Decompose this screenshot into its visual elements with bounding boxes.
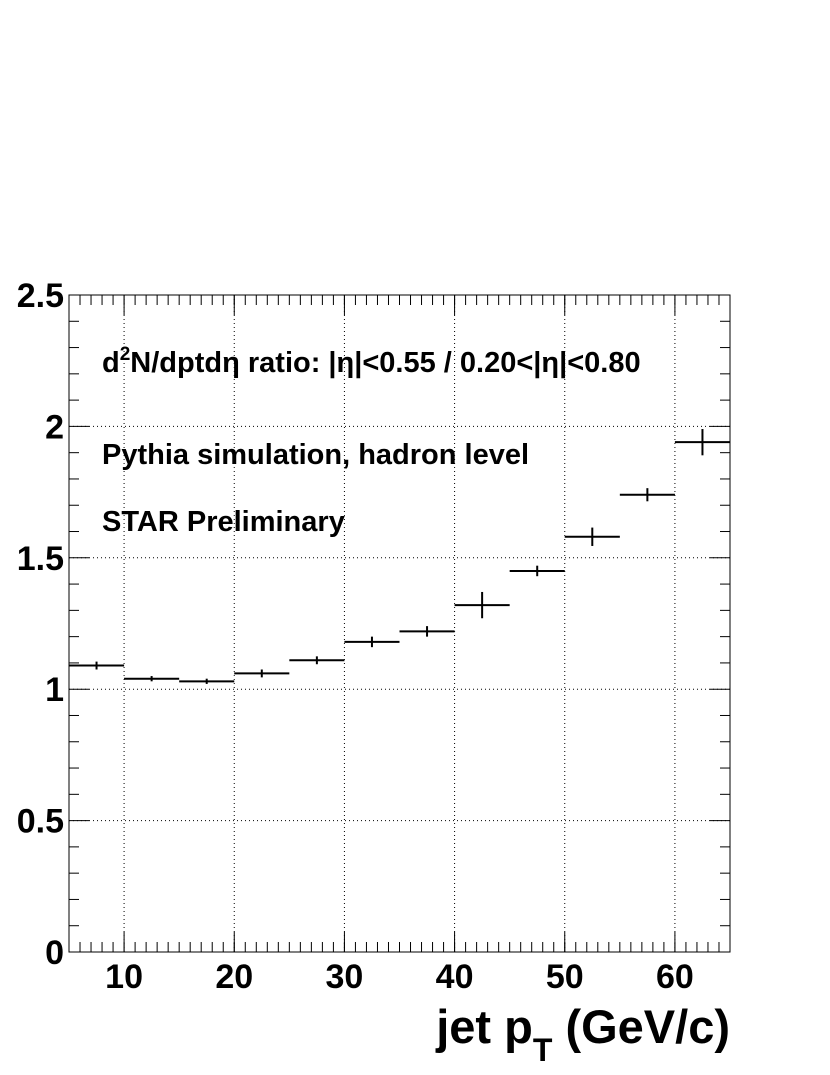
x-tick-label: 20 bbox=[215, 958, 253, 996]
x-tick-label: 60 bbox=[656, 958, 694, 996]
annotation-part: Pythia simulation, hadron level bbox=[102, 439, 529, 471]
annotation-part: N/dptdη ratio: |η|<0.55 / 0.20<|η|<0.80 bbox=[130, 347, 640, 379]
plot-frame bbox=[68, 294, 731, 953]
y-tick-label: 0 bbox=[45, 934, 64, 972]
x-tick-label: 40 bbox=[436, 958, 474, 996]
x-tick-label: 30 bbox=[326, 958, 364, 996]
x-axis-label-part: jet p bbox=[435, 1000, 533, 1053]
x-axis-label: jet pT (GeV/c) bbox=[435, 1000, 730, 1068]
annotation-superscript: 2 bbox=[120, 344, 131, 365]
annotation: d2N/dptdη ratio: |η|<0.55 / 0.20<|η|<0.8… bbox=[102, 344, 641, 379]
y-tick-label: 2 bbox=[45, 408, 64, 446]
annotation-part: d bbox=[102, 347, 120, 379]
y-tick-label: 0.5 bbox=[17, 803, 64, 841]
x-tick-label: 10 bbox=[105, 958, 143, 996]
annotation: Pythia simulation, hadron level bbox=[102, 439, 529, 471]
marks bbox=[69, 429, 730, 684]
x-axis-label-subscript: T bbox=[533, 1032, 553, 1068]
y-tick-label: 1 bbox=[45, 671, 64, 709]
y-tick-label: 1.5 bbox=[17, 540, 64, 578]
x-axis-label-part: (GeV/c) bbox=[552, 1000, 730, 1053]
annotation: STAR Preliminary bbox=[102, 506, 345, 538]
y-tick-label: 2.5 bbox=[17, 277, 64, 315]
x-tick-label: 50 bbox=[546, 958, 584, 996]
grid bbox=[69, 294, 731, 953]
annotation-part: STAR Preliminary bbox=[102, 506, 345, 538]
